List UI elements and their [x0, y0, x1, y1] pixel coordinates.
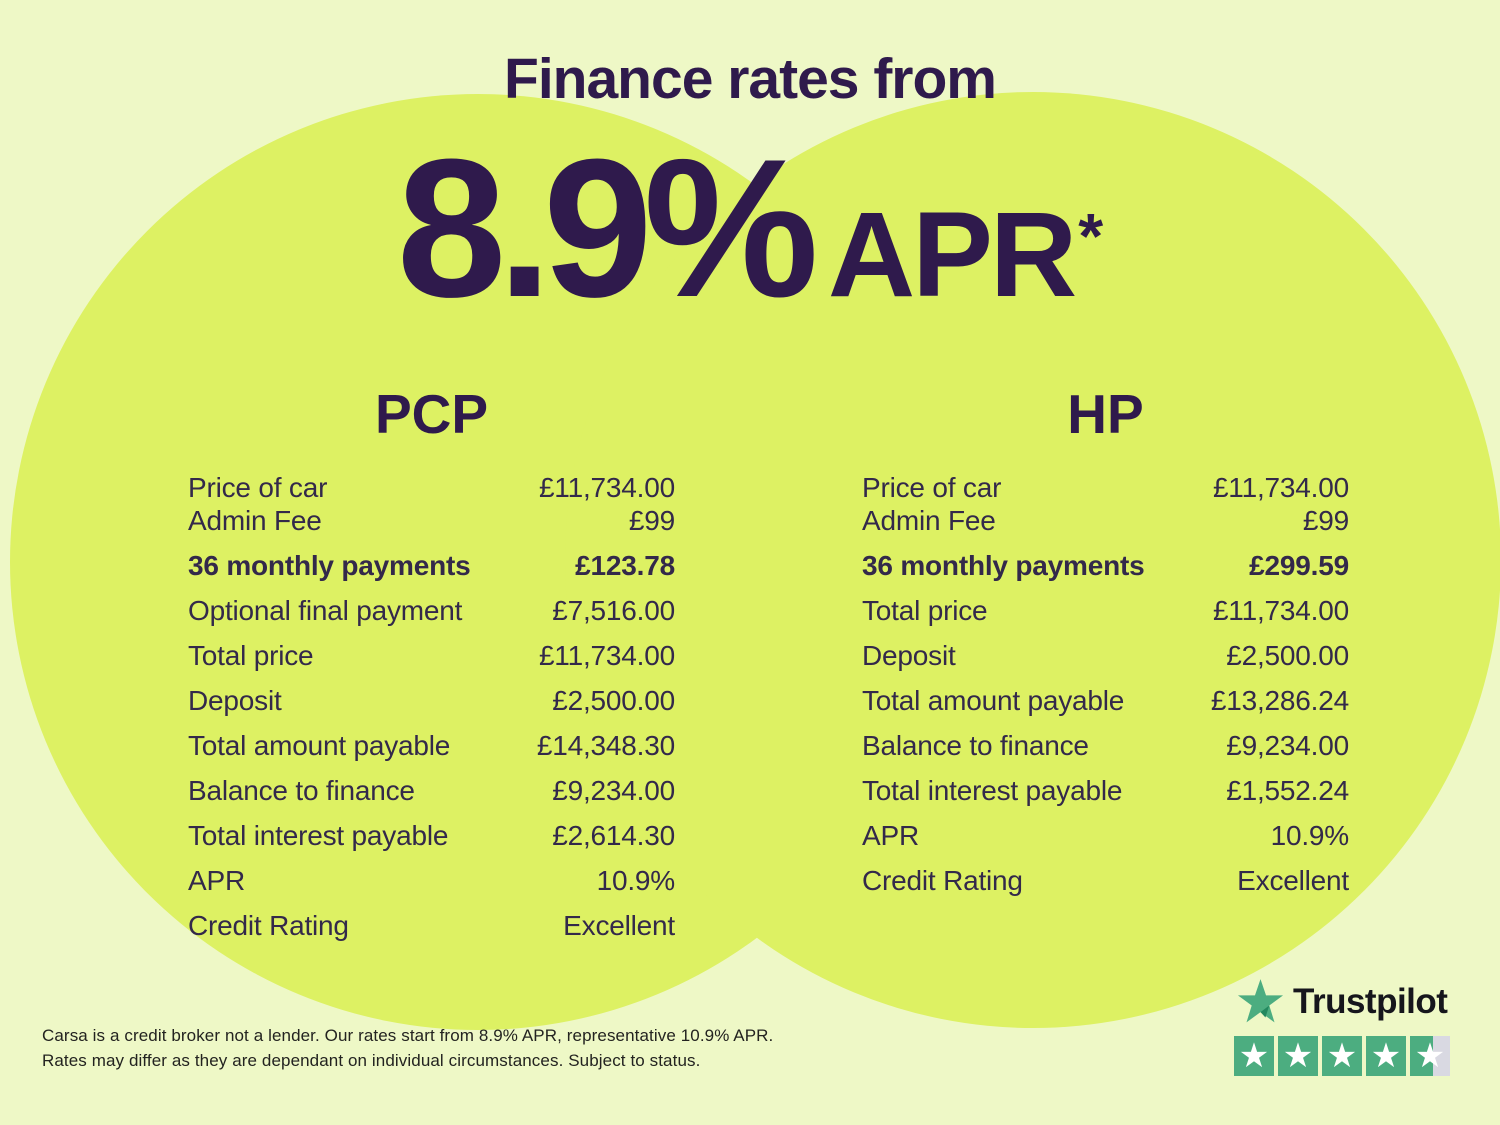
row-value: £14,348.30 [536, 730, 675, 761]
table-row: 36 monthly payments £299.59 [862, 549, 1349, 582]
pcp-finance-table: PCP Price of car £11,734.00 Admin Fee £9… [188, 383, 675, 954]
headline-rate: 8.9% APR * [0, 130, 1500, 327]
table-row: Deposit £2,500.00 [188, 684, 675, 717]
hp-rows: Price of car £11,734.00 Admin Fee £99 36… [862, 471, 1349, 897]
row-label: Total amount payable [188, 730, 451, 761]
row-value: Excellent [1237, 865, 1349, 896]
row-value: £299.59 [1249, 550, 1349, 581]
table-row: Total price £11,734.00 [862, 594, 1349, 627]
row-label: Total price [188, 640, 314, 671]
table-row: Admin Fee £99 [188, 504, 675, 537]
rating-star-icon: ★ [1278, 1036, 1318, 1076]
table-row: Total interest payable £2,614.30 [188, 819, 675, 852]
table-row: Credit Rating Excellent [862, 864, 1349, 897]
star-glyph: ★ [1326, 1036, 1358, 1076]
row-label: Balance to finance [862, 730, 1089, 761]
rate-value: 8.9% [396, 118, 819, 338]
background-circle-right [565, 92, 1500, 1028]
row-label: Total interest payable [862, 775, 1123, 806]
trustpilot-rating-stars: ★ ★ ★ ★ ★ [1234, 1036, 1450, 1076]
hp-finance-table: HP Price of car £11,734.00 Admin Fee £99… [862, 383, 1349, 909]
table-row: Credit Rating Excellent [188, 909, 675, 942]
row-label: APR [188, 865, 245, 896]
row-value: 10.9% [1270, 820, 1350, 851]
row-value: £9,234.00 [1226, 730, 1349, 761]
table-row: Total interest payable £1,552.24 [862, 774, 1349, 807]
row-value: £11,734.00 [1212, 472, 1349, 503]
star-glyph: ★ [1370, 1036, 1402, 1076]
row-value: £13,286.24 [1210, 685, 1349, 716]
row-value: £9,234.00 [552, 775, 675, 806]
row-value: £123.78 [575, 550, 675, 581]
row-value: £11,734.00 [538, 640, 675, 671]
row-label: Total amount payable [862, 685, 1125, 716]
rating-star-icon: ★ [1366, 1036, 1406, 1076]
rating-star-icon: ★ [1322, 1036, 1362, 1076]
row-label: Admin Fee [862, 505, 996, 536]
table-row: APR 10.9% [188, 864, 675, 897]
row-value: £11,734.00 [538, 472, 675, 503]
star-glyph: ★ [1414, 1036, 1446, 1076]
table-row: Balance to finance £9,234.00 [188, 774, 675, 807]
table-row: Total price £11,734.00 [188, 639, 675, 672]
legal-disclaimer: Carsa is a credit broker not a lender. O… [42, 1023, 773, 1073]
hp-heading: HP [1067, 383, 1144, 445]
row-label: Price of car [188, 472, 328, 503]
star-glyph: ★ [1282, 1036, 1314, 1076]
row-label: Total price [862, 595, 988, 626]
row-label: Credit Rating [188, 910, 349, 941]
pcp-heading: PCP [374, 383, 489, 445]
trustpilot-wordmark: Trustpilot [1293, 981, 1448, 1021]
row-value: 10.9% [596, 865, 676, 896]
row-value: £7,516.00 [552, 595, 675, 626]
row-label: APR [862, 820, 919, 851]
table-row: Price of car £11,734.00 [188, 471, 675, 504]
trustpilot-star-icon [1237, 979, 1284, 1023]
table-row: Admin Fee £99 [862, 504, 1349, 537]
row-label: Total interest payable [188, 820, 449, 851]
rate-unit: APR [827, 186, 1077, 322]
disclaimer-line-2: Rates may differ as they are dependant o… [42, 1051, 701, 1070]
table-row: Optional final payment £7,516.00 [188, 594, 675, 627]
row-label: 36 monthly payments [188, 550, 471, 581]
row-value: £2,500.00 [1226, 640, 1349, 671]
row-label: Balance to finance [188, 775, 415, 806]
pcp-rows: Price of car £11,734.00 Admin Fee £99 36… [188, 471, 675, 942]
row-value: £2,500.00 [552, 685, 675, 716]
row-value: Excellent [563, 910, 675, 941]
row-label: Optional final payment [188, 595, 463, 626]
table-row: Total amount payable £14,348.30 [188, 729, 675, 762]
rating-star-icon: ★ [1234, 1036, 1274, 1076]
row-value: £11,734.00 [1212, 595, 1349, 626]
row-value: £2,614.30 [552, 820, 675, 851]
star-glyph: ★ [1238, 1036, 1270, 1076]
row-label: Price of car [862, 472, 1002, 503]
rating-star-icon: ★ [1410, 1036, 1450, 1076]
disclaimer-line-1: Carsa is a credit broker not a lender. O… [42, 1026, 774, 1045]
table-row: Price of car £11,734.00 [862, 471, 1349, 504]
table-row: Balance to finance £9,234.00 [862, 729, 1349, 762]
row-value: £99 [628, 505, 675, 536]
page-title: Finance rates from [504, 47, 997, 111]
row-value: £1,552.24 [1226, 775, 1349, 806]
table-row: 36 monthly payments £123.78 [188, 549, 675, 582]
table-row: APR 10.9% [862, 819, 1349, 852]
table-row: Total amount payable £13,286.24 [862, 684, 1349, 717]
row-label: Deposit [188, 685, 282, 716]
row-label: Credit Rating [862, 865, 1023, 896]
rate-footnote-marker: * [1078, 200, 1104, 272]
trustpilot-logo: Trustpilot [1237, 979, 1448, 1024]
row-value: £99 [1302, 505, 1349, 536]
table-row: Deposit £2,500.00 [862, 639, 1349, 672]
row-label: 36 monthly payments [862, 550, 1145, 581]
row-label: Admin Fee [188, 505, 322, 536]
row-label: Deposit [862, 640, 956, 671]
